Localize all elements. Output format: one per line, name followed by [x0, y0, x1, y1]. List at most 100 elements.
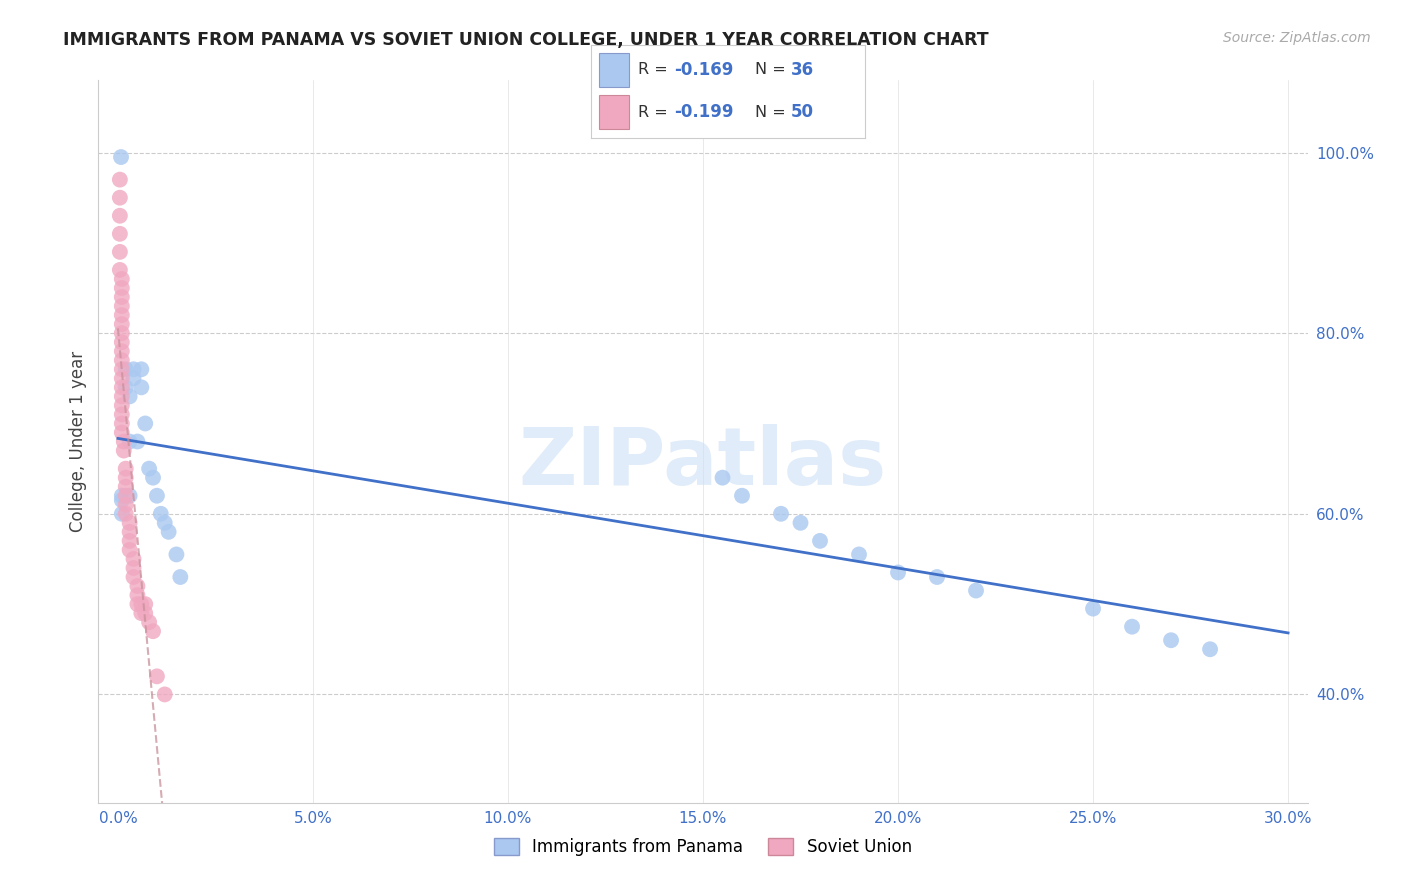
Point — [122, 552, 145, 566]
Point — [118, 489, 141, 503]
Point — [111, 389, 134, 403]
Point — [114, 498, 136, 512]
Point — [111, 299, 134, 313]
Point — [114, 362, 136, 376]
Point — [127, 579, 149, 593]
Point — [127, 597, 149, 611]
Point — [711, 471, 734, 485]
Point — [111, 290, 134, 304]
Point — [153, 516, 176, 530]
Point — [111, 326, 134, 341]
Point — [114, 471, 136, 485]
Point — [111, 362, 134, 376]
Point — [118, 516, 141, 530]
Point — [808, 533, 831, 548]
Y-axis label: College, Under 1 year: College, Under 1 year — [69, 351, 87, 533]
Point — [146, 669, 169, 683]
Point — [111, 425, 134, 440]
Point — [110, 150, 132, 164]
Point — [111, 380, 134, 394]
Bar — [599, 95, 628, 129]
Text: 50: 50 — [790, 103, 814, 121]
Point — [142, 624, 165, 639]
Point — [108, 191, 131, 205]
Legend: Immigrants from Panama, Soviet Union: Immigrants from Panama, Soviet Union — [488, 831, 918, 863]
Text: N =: N = — [755, 104, 792, 120]
Point — [108, 244, 131, 259]
Text: N =: N = — [755, 62, 792, 78]
Point — [138, 461, 160, 475]
Point — [157, 524, 180, 539]
Point — [1199, 642, 1222, 657]
Point — [122, 561, 145, 575]
Text: ZIPatlas: ZIPatlas — [519, 425, 887, 502]
Point — [112, 434, 135, 449]
Point — [1160, 633, 1182, 648]
Point — [111, 308, 134, 322]
Text: -0.199: -0.199 — [673, 103, 734, 121]
Point — [134, 417, 156, 431]
Point — [731, 489, 754, 503]
Point — [122, 371, 145, 385]
Point — [965, 583, 987, 598]
Point — [848, 548, 870, 562]
Point — [925, 570, 948, 584]
Point — [118, 434, 141, 449]
Point — [131, 380, 153, 394]
Point — [131, 606, 153, 620]
Point — [114, 489, 136, 503]
Point — [111, 353, 134, 368]
Point — [114, 461, 136, 475]
Point — [165, 548, 187, 562]
Point — [112, 443, 135, 458]
Text: Source: ZipAtlas.com: Source: ZipAtlas.com — [1223, 31, 1371, 45]
Point — [169, 570, 191, 584]
Point — [887, 566, 910, 580]
Bar — [599, 53, 628, 87]
Point — [131, 597, 153, 611]
Point — [122, 362, 145, 376]
Point — [146, 489, 169, 503]
Point — [111, 489, 134, 503]
Point — [108, 227, 131, 241]
Point — [114, 507, 136, 521]
Point — [122, 570, 145, 584]
Point — [111, 417, 134, 431]
Point — [1081, 601, 1104, 615]
Point — [111, 335, 134, 350]
Point — [153, 687, 176, 701]
Point — [118, 542, 141, 557]
Point — [118, 533, 141, 548]
Point — [769, 507, 792, 521]
Text: -0.169: -0.169 — [673, 61, 734, 78]
Point — [111, 281, 134, 295]
Point — [111, 317, 134, 331]
Point — [111, 398, 134, 412]
Text: 36: 36 — [790, 61, 814, 78]
Point — [142, 471, 165, 485]
Point — [111, 344, 134, 359]
Text: R =: R = — [638, 62, 673, 78]
Point — [118, 524, 141, 539]
Point — [114, 480, 136, 494]
Point — [127, 588, 149, 602]
Point — [108, 172, 131, 186]
Point — [118, 389, 141, 403]
Text: R =: R = — [638, 104, 673, 120]
Point — [114, 380, 136, 394]
Point — [111, 408, 134, 422]
Point — [127, 434, 149, 449]
Point — [789, 516, 811, 530]
Point — [1121, 620, 1143, 634]
Point — [111, 507, 134, 521]
Point — [111, 272, 134, 286]
Point — [108, 263, 131, 277]
Point — [111, 371, 134, 385]
Point — [108, 209, 131, 223]
Point — [134, 606, 156, 620]
Point — [131, 362, 153, 376]
Point — [138, 615, 160, 630]
Point — [111, 493, 134, 508]
Text: IMMIGRANTS FROM PANAMA VS SOVIET UNION COLLEGE, UNDER 1 YEAR CORRELATION CHART: IMMIGRANTS FROM PANAMA VS SOVIET UNION C… — [63, 31, 988, 49]
Point — [149, 507, 172, 521]
